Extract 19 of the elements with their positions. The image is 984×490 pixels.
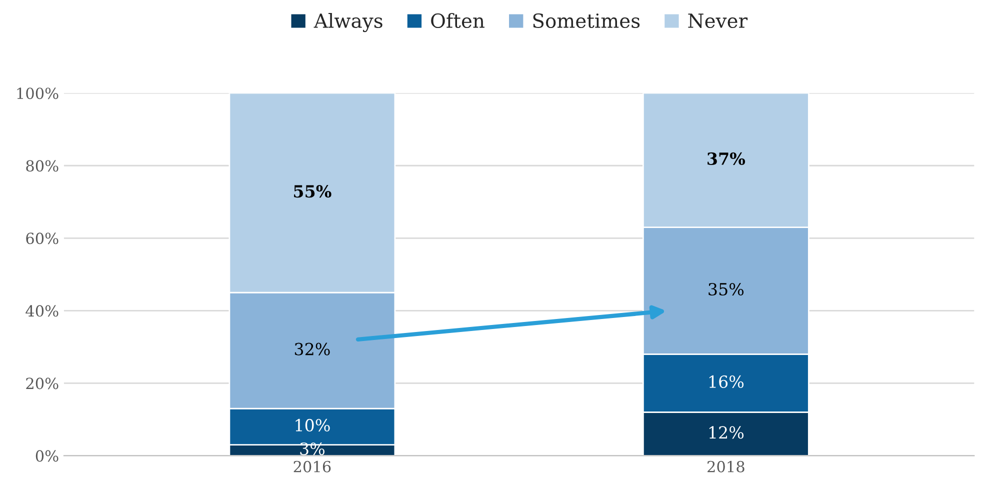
data-label: 35% bbox=[708, 282, 744, 296]
y-tick-label: 0% bbox=[36, 450, 58, 462]
data-label: 16% bbox=[709, 375, 744, 388]
y-tick-label: 20% bbox=[26, 378, 58, 390]
legend-label: Sometimes bbox=[533, 13, 640, 28]
legend-label: Always bbox=[314, 12, 382, 32]
y-tick-label: 60% bbox=[26, 232, 58, 244]
x-tick-label: 2016 bbox=[294, 460, 331, 472]
data-label: 37% bbox=[708, 152, 746, 166]
x-tick-label: 2018 bbox=[708, 460, 744, 472]
data-label: 10% bbox=[296, 418, 330, 432]
legend-label: Never bbox=[688, 14, 748, 28]
data-label: 32% bbox=[294, 342, 330, 356]
y-tick-label: 80% bbox=[26, 160, 58, 172]
y-tick-label: 40% bbox=[26, 305, 58, 317]
y-tick-label: 100% bbox=[17, 88, 58, 100]
data-label: 55% bbox=[294, 185, 332, 198]
legend-label: Often bbox=[431, 12, 484, 28]
data-label: 12% bbox=[709, 426, 744, 439]
